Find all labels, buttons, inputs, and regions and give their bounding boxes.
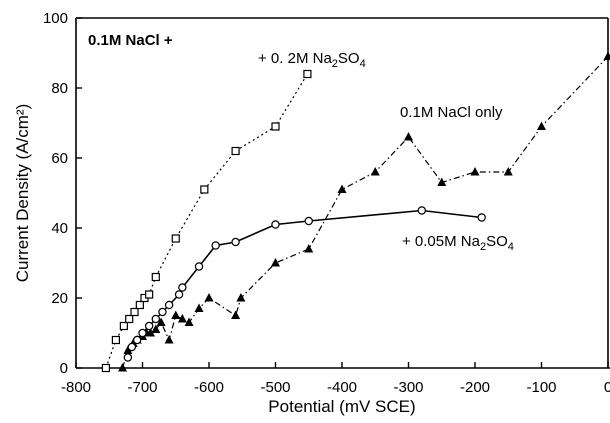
data-point-triangle [271,258,280,267]
data-point-square [231,146,240,156]
data-point-circle [304,216,313,226]
data-point-triangle [337,184,347,193]
annotation-02m-sub2: 4 [360,58,366,70]
data-point-circle [477,213,486,222]
data-point-circle [132,335,142,345]
data-point-triangle [503,167,513,176]
data-point-square [271,122,280,131]
annotation-02m-suffix: SO [338,50,360,67]
series-layer [101,51,610,373]
chart-title-annotation: 0.1M NaCl + [88,32,173,49]
data-point-square [303,69,312,79]
data-point-circle [417,206,426,215]
x-tick-label: -800 [61,379,91,396]
x-tick-label: -600 [194,379,224,396]
annotation-005m-sub2: 4 [508,241,514,253]
y-axis-title: Current Density (A/cm²) [13,104,32,283]
annotation-02m-text: + 0. 2M Na [258,50,332,67]
data-point-triangle [194,303,204,312]
data-point-circle [127,342,137,352]
annotation-005m-sub1: 2 [480,241,486,253]
data-point-circle [138,328,147,338]
data-point-circle [231,237,240,247]
series-line-1 [121,56,609,369]
x-tick-label: -100 [526,379,556,396]
data-point-square [200,185,209,194]
data-point-circle [123,353,133,362]
data-point-circle [271,220,280,229]
data-point-circle [211,241,220,250]
x-axis-title: Potential (mV SCE) [268,397,415,416]
data-point-square [130,307,139,317]
x-tick-label: -700 [127,379,157,396]
data-point-triangle [184,317,194,326]
data-point-square [119,321,128,331]
y-tick-label: 20 [51,290,68,307]
data-point-triangle [370,167,380,176]
data-point-triangle [470,167,480,176]
data-point-triangle [437,177,447,186]
annotation-02m-sub1: 2 [332,58,338,70]
data-point-circle [178,283,187,292]
data-point-triangle [171,310,181,319]
data-point-square [125,314,134,324]
x-tick-label: -200 [460,379,490,396]
y-tick-label: 100 [43,10,68,27]
data-point-triangle [145,328,155,337]
annotation-005m-suffix: SO [486,233,508,250]
annotation-02m-na2so4: + 0. 2M Na2SO4 [258,50,366,70]
y-tick-label: 0 [60,360,68,377]
data-point-circle [151,314,160,324]
data-point-square [111,335,121,345]
y-tick-label: 40 [51,220,68,237]
data-point-square [135,300,144,310]
data-point-triangle [164,335,174,344]
data-point-circle [144,321,154,331]
data-point-circle [164,300,174,310]
data-point-circle [174,290,184,299]
data-point-square [151,272,160,282]
annotation-nacl-only: 0.1M NaCl only [400,104,503,121]
x-tick-label: -400 [327,379,357,396]
data-point-square [145,290,154,299]
data-point-triangle [231,310,241,319]
y-tick-label: 60 [51,150,68,167]
x-tick-label: -300 [393,379,423,396]
data-point-triangle [603,51,610,60]
data-point-triangle [177,314,187,323]
data-point-circle [158,307,167,317]
data-point-circle [194,262,204,271]
y-tick-label: 80 [51,80,68,97]
annotation-005m-na2so4: + 0.05M Na2SO4 [402,233,514,253]
annotation-005m-text: + 0.05M Na [402,233,481,250]
data-point-square [101,363,111,373]
data-point-triangle [236,293,246,302]
data-point-triangle [537,121,546,130]
axis-ticks: -800 -700 -600 -500 -400 -300 -200 -100 0 0 20 40 60… [43,10,610,396]
data-point-triangle [304,244,314,253]
data-point-triangle [404,132,413,141]
data-point-square [171,234,180,243]
data-point-triangle [151,324,161,333]
x-tick-label: 0 [604,379,610,396]
x-tick-label: -500 [260,379,290,396]
data-point-triangle [156,317,166,326]
data-point-triangle [204,293,214,302]
series-line-0 [105,73,308,369]
data-point-triangle [118,363,128,372]
